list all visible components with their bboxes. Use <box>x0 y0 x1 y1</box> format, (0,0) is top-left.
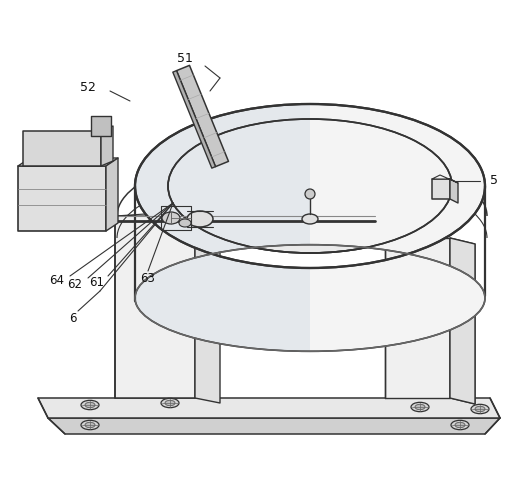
Polygon shape <box>38 398 500 418</box>
Ellipse shape <box>475 406 485 412</box>
Polygon shape <box>432 175 458 183</box>
Ellipse shape <box>81 420 99 430</box>
Text: 63: 63 <box>140 272 155 284</box>
Text: 62: 62 <box>67 278 83 291</box>
Polygon shape <box>135 104 310 351</box>
Ellipse shape <box>187 211 213 227</box>
Polygon shape <box>115 214 220 221</box>
Ellipse shape <box>161 399 179 408</box>
Ellipse shape <box>85 422 95 428</box>
Ellipse shape <box>302 214 318 224</box>
Polygon shape <box>450 238 475 404</box>
Polygon shape <box>385 238 450 398</box>
Ellipse shape <box>455 422 465 428</box>
Text: 61: 61 <box>89 276 104 289</box>
Polygon shape <box>106 158 118 231</box>
Ellipse shape <box>168 119 452 253</box>
Polygon shape <box>115 216 195 398</box>
Text: 5: 5 <box>490 174 498 188</box>
Ellipse shape <box>85 402 95 408</box>
Ellipse shape <box>471 404 489 414</box>
Polygon shape <box>23 131 101 166</box>
Ellipse shape <box>162 212 180 224</box>
Polygon shape <box>450 179 458 203</box>
Ellipse shape <box>81 400 99 410</box>
Polygon shape <box>48 418 500 434</box>
Polygon shape <box>432 179 450 199</box>
Polygon shape <box>18 158 118 166</box>
Ellipse shape <box>179 219 191 227</box>
Polygon shape <box>91 116 111 136</box>
Ellipse shape <box>451 420 469 430</box>
Text: 52: 52 <box>80 82 96 94</box>
Polygon shape <box>173 70 215 168</box>
Polygon shape <box>176 65 229 167</box>
Ellipse shape <box>415 404 425 410</box>
Ellipse shape <box>305 189 315 199</box>
Ellipse shape <box>165 400 175 406</box>
Text: 64: 64 <box>49 275 64 288</box>
Polygon shape <box>450 238 475 404</box>
Text: 6: 6 <box>69 312 77 325</box>
Text: 51: 51 <box>177 52 193 66</box>
Polygon shape <box>18 166 106 231</box>
Polygon shape <box>310 104 485 351</box>
Ellipse shape <box>411 402 429 412</box>
Polygon shape <box>101 126 113 166</box>
Polygon shape <box>195 216 220 403</box>
